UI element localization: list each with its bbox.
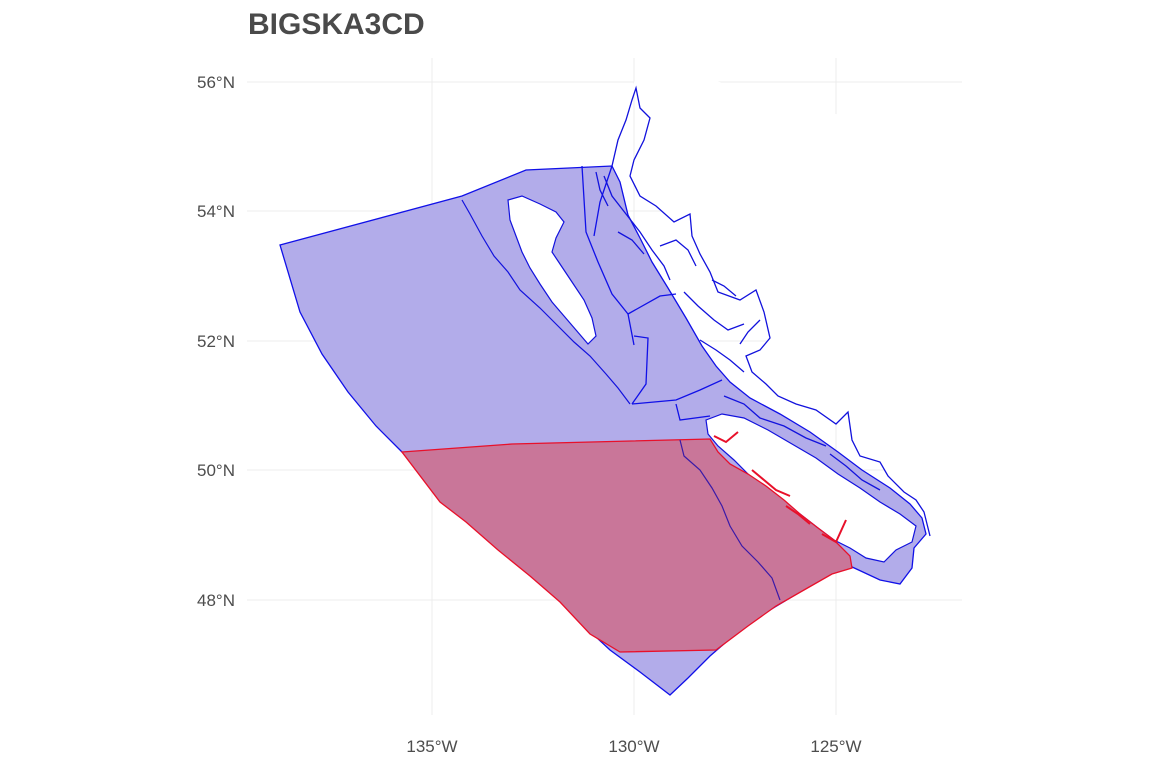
lat-label-56: 56°N: [197, 73, 235, 92]
lat-label-48: 48°N: [197, 591, 235, 610]
lat-label-52: 52°N: [197, 332, 235, 351]
lon-axis-labels: 135°W 130°W 125°W: [406, 737, 861, 756]
lon-label-130: 130°W: [608, 737, 659, 756]
fjord-line: [660, 240, 696, 266]
lon-label-135: 135°W: [406, 737, 457, 756]
lat-label-50: 50°N: [197, 461, 235, 480]
lat-label-54: 54°N: [197, 202, 235, 221]
fjord-line: [740, 320, 760, 344]
lat-axis-labels: 56°N 54°N 52°N 50°N 48°N: [197, 73, 235, 610]
lon-label-125: 125°W: [810, 737, 861, 756]
